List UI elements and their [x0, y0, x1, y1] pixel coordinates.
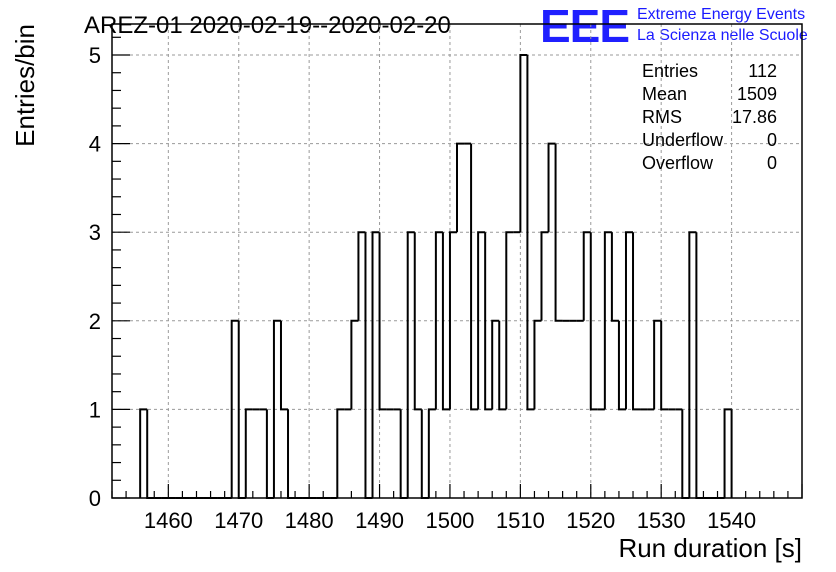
- stats-value: 1509: [737, 84, 777, 104]
- eee-logo: EEE Extreme Energy Events La Scienza nel…: [540, 0, 808, 52]
- y-tick-label: 3: [89, 220, 101, 245]
- logo-line-2: La Scienza nelle Scuole: [637, 27, 808, 44]
- stats-label: Entries: [642, 61, 698, 81]
- histogram-bin: [470, 143, 479, 411]
- histogram-bin: [371, 231, 380, 498]
- stats-label: Overflow: [642, 153, 714, 173]
- x-tick-label: 1520: [566, 508, 615, 533]
- histogram-bin: [413, 232, 422, 411]
- histogram-bin: [589, 232, 598, 411]
- x-tick-label: 1510: [496, 508, 545, 533]
- histogram-bin: [399, 409, 408, 499]
- x-tick-label: 1500: [425, 508, 474, 533]
- histogram-bin: [653, 319, 662, 410]
- x-tick-label: 1490: [355, 508, 404, 533]
- histogram-bin: [547, 142, 556, 233]
- histogram-bin: [420, 409, 429, 499]
- plot-frame: [111, 23, 803, 499]
- histogram-bin: [624, 231, 634, 410]
- histogram-bin: [540, 231, 549, 321]
- x-tick-label: 1470: [214, 508, 263, 533]
- histogram-bin: [406, 231, 415, 498]
- logo-mark: EEE: [540, 0, 629, 52]
- histogram-bin: [287, 409, 296, 499]
- histogram-bin: [265, 409, 274, 499]
- histogram-bin: [491, 319, 500, 410]
- histogram-bin: [484, 232, 493, 411]
- y-tick-label: 1: [89, 397, 101, 422]
- histogram-bin: [230, 319, 239, 498]
- histogram-bin: [244, 408, 253, 498]
- histogram-bin: [695, 232, 704, 499]
- x-axis-label: Run duration [s]: [618, 533, 802, 563]
- stats-label: RMS: [642, 107, 682, 127]
- histogram-bin: [526, 55, 535, 411]
- y-tick-label: 2: [89, 309, 101, 334]
- x-tick-label: 1530: [637, 508, 686, 533]
- histogram-bin: [378, 232, 387, 411]
- histogram-bin: [582, 231, 591, 321]
- x-tick-label: 1480: [285, 508, 334, 533]
- histogram-bin: [660, 320, 669, 411]
- histogram-bin: [505, 231, 514, 410]
- histogram-bin: [441, 232, 450, 411]
- histogram-bin: [434, 231, 443, 410]
- histogram-bin: [519, 54, 528, 233]
- histogram-bin: [364, 232, 373, 499]
- histogram-bin: [498, 320, 507, 411]
- x-axis: 1460 1470 1480 1490 1500 1510 1520 1530 1540: [111, 484, 803, 533]
- histogram-bin: [456, 142, 465, 233]
- x-tick-label: 1540: [707, 508, 756, 533]
- y-tick-label: 4: [89, 132, 101, 157]
- stats-label: Mean: [642, 84, 687, 104]
- histogram-bin: [350, 319, 359, 410]
- histogram-bin: [272, 319, 281, 498]
- histogram-bin: [688, 231, 697, 498]
- stats-box: Entries 112 Mean 1509 RMS 17.86 Underflow 0 Over…: [642, 61, 777, 173]
- histogram-bin: [477, 231, 486, 410]
- stats-label: Underflow: [642, 130, 724, 150]
- stats-value: 0: [767, 130, 777, 150]
- histogram-bin: [139, 408, 148, 498]
- logo-line-1: Extreme Energy Events: [637, 6, 805, 23]
- chart-title: AREZ-01 2020-02-19--2020-02-20: [84, 12, 451, 39]
- stats-value: 17.86: [732, 107, 777, 127]
- histogram-bin: [427, 408, 436, 498]
- histogram-bin: [336, 408, 345, 498]
- x-tick-label: 1460: [144, 508, 193, 533]
- histogram-bin: [681, 409, 690, 499]
- histogram-bin: [632, 232, 641, 411]
- histogram-bin: [554, 143, 563, 322]
- histogram-bin: [617, 320, 626, 411]
- y-axis: 0 1 2 3 4 5: [89, 36, 130, 511]
- stats-value: 112: [748, 61, 777, 81]
- histogram-bin: [357, 231, 366, 321]
- y-tick-label: 5: [89, 43, 101, 68]
- histogram-bin: [146, 409, 155, 499]
- histogram-bin: [448, 231, 457, 410]
- histogram-bin: [279, 320, 289, 411]
- stats-value: 0: [767, 153, 777, 173]
- y-axis-label: Entries/bin: [10, 24, 40, 147]
- histogram-bin: [723, 408, 732, 498]
- y-tick-label: 0: [89, 486, 101, 511]
- histogram-bin: [603, 231, 612, 410]
- histogram-bin: [610, 232, 619, 322]
- grid-lines: [112, 24, 802, 498]
- histogram-bin: [533, 319, 542, 410]
